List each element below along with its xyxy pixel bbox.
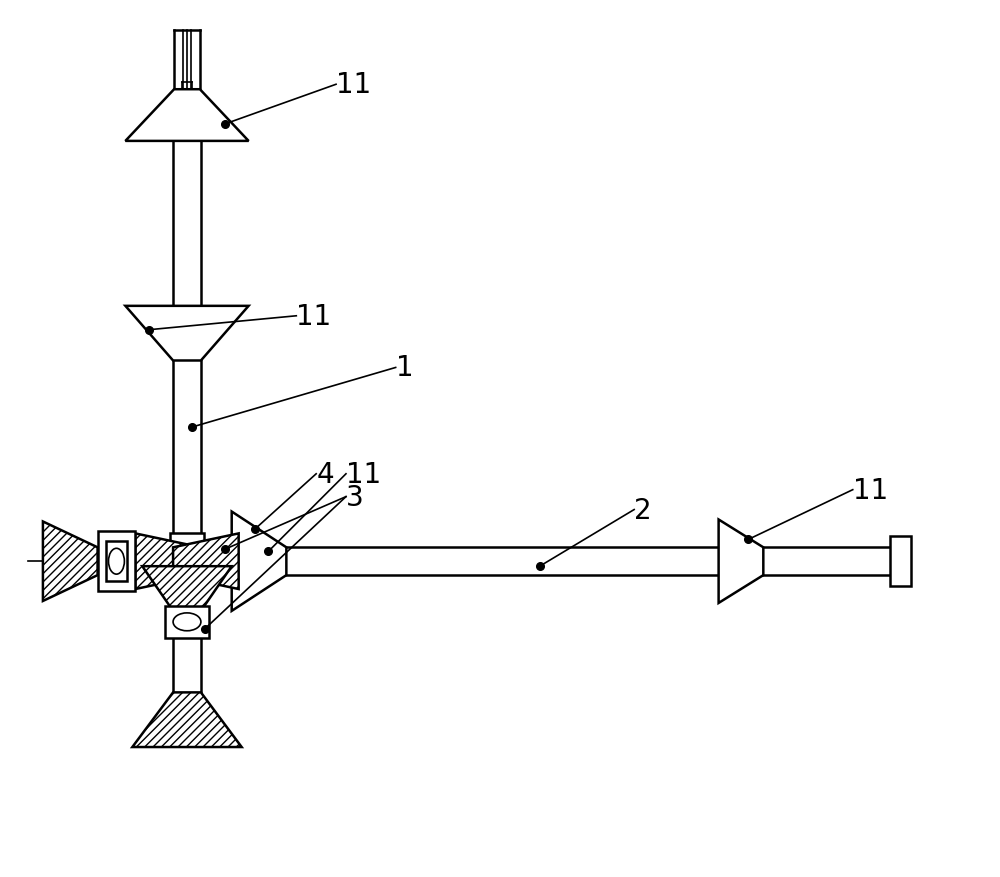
Text: 1: 1: [396, 354, 413, 382]
Text: 11: 11: [296, 303, 332, 331]
Polygon shape: [142, 567, 232, 611]
Text: 11: 11: [346, 460, 381, 488]
Text: 11: 11: [853, 476, 888, 504]
Text: 2: 2: [634, 496, 652, 524]
Bar: [98, 531, 135, 591]
Polygon shape: [125, 306, 249, 361]
Text: 11: 11: [336, 71, 371, 99]
Polygon shape: [43, 522, 98, 602]
Bar: [106, 542, 127, 581]
Polygon shape: [125, 90, 249, 142]
Text: 4: 4: [316, 460, 334, 488]
Polygon shape: [232, 512, 286, 611]
Bar: [170, 534, 204, 589]
Text: 3: 3: [346, 483, 364, 511]
Polygon shape: [135, 534, 201, 589]
Ellipse shape: [173, 613, 201, 631]
Polygon shape: [132, 693, 242, 747]
Bar: [165, 606, 209, 638]
Ellipse shape: [108, 549, 124, 574]
Polygon shape: [719, 520, 763, 603]
Bar: [890, 537, 911, 587]
Polygon shape: [173, 534, 239, 589]
